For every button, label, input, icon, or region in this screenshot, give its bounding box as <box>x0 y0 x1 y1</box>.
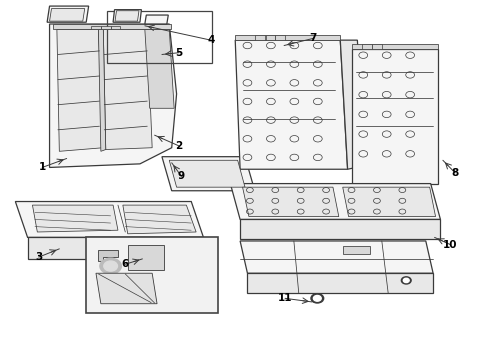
Polygon shape <box>57 30 103 151</box>
Polygon shape <box>111 26 121 30</box>
Polygon shape <box>98 30 106 151</box>
Circle shape <box>401 277 411 284</box>
Circle shape <box>104 261 118 271</box>
Polygon shape <box>352 44 438 49</box>
Polygon shape <box>235 40 347 169</box>
Polygon shape <box>96 273 157 304</box>
Polygon shape <box>235 35 340 40</box>
Polygon shape <box>128 244 164 270</box>
Polygon shape <box>145 30 174 108</box>
Text: 8: 8 <box>451 168 459 178</box>
Polygon shape <box>113 10 142 22</box>
Polygon shape <box>15 202 203 237</box>
Bar <box>107 12 212 63</box>
Polygon shape <box>53 24 171 30</box>
Polygon shape <box>243 187 339 217</box>
Polygon shape <box>247 273 433 293</box>
Polygon shape <box>98 250 118 261</box>
Polygon shape <box>372 44 382 49</box>
Circle shape <box>100 258 122 274</box>
Circle shape <box>311 294 324 303</box>
Bar <box>86 237 218 313</box>
Text: 9: 9 <box>178 171 185 181</box>
Polygon shape <box>103 30 152 149</box>
Polygon shape <box>169 160 245 187</box>
Polygon shape <box>343 246 369 253</box>
Polygon shape <box>32 205 118 232</box>
Polygon shape <box>27 237 203 259</box>
Polygon shape <box>91 26 101 30</box>
Polygon shape <box>162 157 255 191</box>
Polygon shape <box>230 184 441 220</box>
Polygon shape <box>352 49 438 184</box>
Polygon shape <box>255 36 265 40</box>
Polygon shape <box>49 24 176 167</box>
Circle shape <box>314 296 321 301</box>
Polygon shape <box>47 6 89 22</box>
Polygon shape <box>343 187 436 217</box>
Text: 6: 6 <box>122 259 129 269</box>
Text: 11: 11 <box>278 293 293 303</box>
Polygon shape <box>123 205 196 234</box>
Text: 10: 10 <box>443 239 458 249</box>
Polygon shape <box>340 40 365 169</box>
Text: 3: 3 <box>35 252 43 262</box>
Circle shape <box>403 278 409 283</box>
Text: 7: 7 <box>310 33 317 43</box>
Polygon shape <box>240 241 433 273</box>
Text: 1: 1 <box>39 162 46 172</box>
Polygon shape <box>275 36 285 40</box>
Polygon shape <box>101 26 111 30</box>
Text: 2: 2 <box>175 141 183 151</box>
Polygon shape <box>240 220 441 239</box>
Text: 5: 5 <box>175 48 183 58</box>
Polygon shape <box>49 9 85 21</box>
Text: 4: 4 <box>207 35 215 45</box>
Polygon shape <box>145 15 168 24</box>
Polygon shape <box>362 44 372 49</box>
Polygon shape <box>115 11 139 21</box>
Polygon shape <box>266 36 275 40</box>
